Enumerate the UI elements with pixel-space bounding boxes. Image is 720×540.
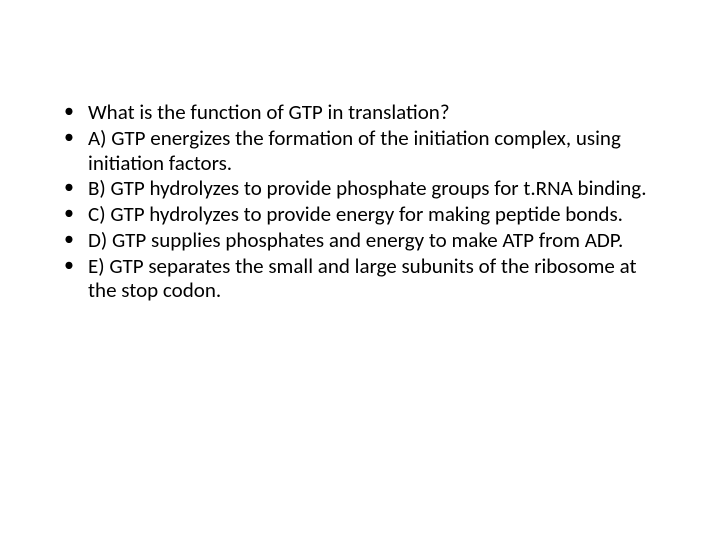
list-item: D) GTP supplies phosphates and energy to…: [60, 228, 660, 253]
option-a-text: A) GTP energizes the formation of the in…: [88, 125, 621, 176]
slide-container: What is the function of GTP in translati…: [0, 0, 720, 540]
bullet-list: What is the function of GTP in translati…: [60, 100, 660, 303]
list-item: What is the function of GTP in translati…: [60, 100, 660, 125]
option-b-text: B) GTP hydrolyzes to provide phosphate g…: [88, 175, 647, 201]
list-item: C) GTP hydrolyzes to provide energy for …: [60, 202, 660, 227]
option-e-text: E) GTP separates the small and large sub…: [88, 253, 637, 304]
list-item: B) GTP hydrolyzes to provide phosphate g…: [60, 176, 660, 201]
question-text: What is the function of GTP in translati…: [88, 99, 450, 125]
option-c-text: C) GTP hydrolyzes to provide energy for …: [88, 201, 623, 227]
list-item: A) GTP energizes the formation of the in…: [60, 126, 660, 176]
option-d-text: D) GTP supplies phosphates and energy to…: [88, 227, 623, 253]
list-item: E) GTP separates the small and large sub…: [60, 254, 660, 304]
